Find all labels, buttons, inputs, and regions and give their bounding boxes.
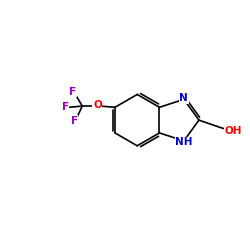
Text: F: F (62, 102, 69, 112)
Text: O: O (93, 100, 102, 110)
Text: OH: OH (225, 126, 242, 136)
Text: F: F (69, 87, 76, 97)
Text: NH: NH (175, 137, 192, 147)
Text: N: N (180, 93, 188, 103)
Text: F: F (71, 116, 78, 126)
